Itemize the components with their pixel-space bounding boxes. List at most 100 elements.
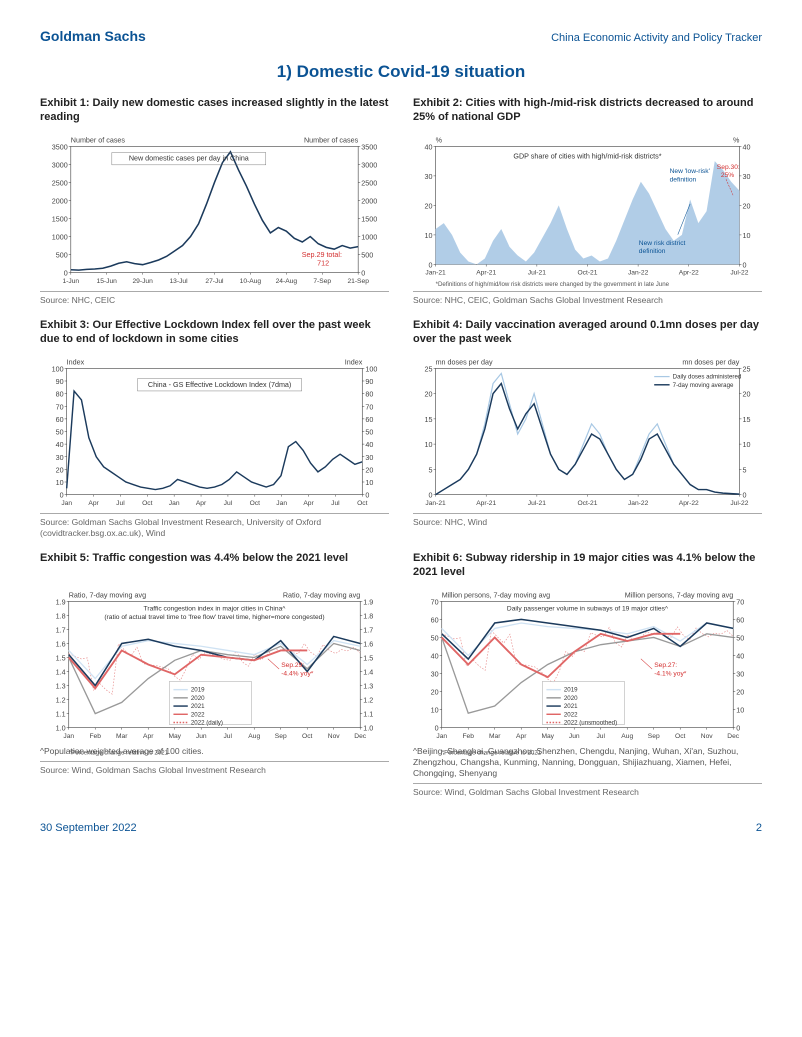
- svg-text:20: 20: [425, 202, 433, 210]
- exhibit-5-title: Exhibit 5: Traffic congestion was 4.4% b…: [40, 551, 389, 581]
- svg-text:Oct: Oct: [250, 500, 261, 507]
- svg-text:100: 100: [52, 365, 64, 373]
- svg-text:Oct-21: Oct-21: [577, 270, 597, 277]
- svg-text:1.7: 1.7: [56, 627, 66, 635]
- exhibit-6-source: Source: Wind, Goldman Sachs Global Inves…: [413, 783, 762, 798]
- svg-text:Apr-21: Apr-21: [476, 270, 496, 277]
- svg-text:1-Jun: 1-Jun: [62, 278, 79, 285]
- svg-text:Apr: Apr: [143, 733, 154, 740]
- svg-text:Jun: Jun: [196, 733, 207, 740]
- exhibit-5: Exhibit 5: Traffic congestion was 4.4% b…: [40, 551, 389, 798]
- svg-text:2022 (unsmoothed): 2022 (unsmoothed): [564, 720, 617, 727]
- svg-text:China - GS Effective Lockdown: China - GS Effective Lockdown Index (7dm…: [148, 381, 291, 389]
- svg-text:30: 30: [56, 454, 64, 462]
- svg-text:2000: 2000: [52, 198, 68, 206]
- svg-text:1.4: 1.4: [363, 669, 373, 677]
- exhibit-5-footnote-caret: ^Population weighted average of 100 citi…: [40, 746, 389, 757]
- svg-text:Number of cases: Number of cases: [304, 136, 359, 144]
- svg-text:40: 40: [425, 143, 433, 151]
- svg-text:3000: 3000: [361, 161, 377, 169]
- exhibit-2: Exhibit 2: Cities with high-/mid-risk di…: [413, 96, 762, 306]
- svg-text:1.5: 1.5: [56, 655, 66, 663]
- svg-text:Jul: Jul: [223, 733, 232, 740]
- svg-text:Jul: Jul: [596, 733, 605, 740]
- svg-text:Apr: Apr: [88, 500, 99, 507]
- svg-text:2019: 2019: [564, 687, 578, 694]
- svg-text:27-Jul: 27-Jul: [205, 278, 224, 285]
- exhibit-6-footnote-caret: ^Beijing, Shanghai, Guangzhou, Shenzhen,…: [413, 746, 762, 779]
- svg-text:%: %: [436, 136, 443, 144]
- svg-text:2021: 2021: [191, 703, 205, 710]
- svg-text:-4.1% yoy*: -4.1% yoy*: [654, 670, 687, 677]
- svg-text:0: 0: [736, 725, 740, 733]
- svg-text:3500: 3500: [52, 143, 68, 151]
- svg-text:Mar: Mar: [489, 733, 501, 740]
- svg-text:90: 90: [365, 378, 373, 386]
- svg-text:15: 15: [425, 416, 433, 424]
- svg-text:Jul: Jul: [331, 500, 340, 507]
- svg-text:Jan-21: Jan-21: [425, 500, 446, 507]
- svg-text:Index: Index: [345, 358, 363, 366]
- exhibit-4-chart: 00551010151520202525Jan-21Apr-21Jul-21Oc…: [413, 354, 762, 509]
- svg-text:Mar: Mar: [116, 733, 128, 740]
- svg-text:25%: 25%: [721, 172, 734, 179]
- exhibit-1-title: Exhibit 1: Daily new domestic cases incr…: [40, 96, 389, 126]
- svg-text:0: 0: [64, 270, 68, 278]
- svg-text:0: 0: [435, 725, 439, 733]
- svg-text:5: 5: [742, 466, 746, 474]
- svg-text:Sep: Sep: [275, 733, 287, 740]
- svg-text:0: 0: [742, 261, 746, 269]
- svg-text:Million persons, 7-day moving: Million persons, 7-day moving avg: [442, 591, 550, 599]
- svg-text:10: 10: [425, 441, 433, 449]
- svg-text:Daily doses administered: Daily doses administered: [673, 374, 742, 381]
- svg-text:Dec: Dec: [354, 733, 367, 740]
- svg-text:1.1: 1.1: [363, 711, 373, 719]
- svg-text:(ratio of actual travel time t: (ratio of actual travel time to 'free fl…: [104, 614, 324, 621]
- svg-text:1.8: 1.8: [363, 613, 373, 621]
- svg-text:2500: 2500: [361, 180, 377, 188]
- svg-text:500: 500: [361, 252, 373, 260]
- svg-text:%: %: [733, 136, 740, 144]
- svg-text:Jan: Jan: [61, 500, 72, 507]
- svg-text:7-Sep: 7-Sep: [313, 278, 331, 285]
- svg-text:2000: 2000: [361, 198, 377, 206]
- exhibit-6: Exhibit 6: Subway ridership in 19 major …: [413, 551, 762, 798]
- svg-text:May: May: [168, 733, 181, 740]
- exhibit-5-chart: 1.01.01.11.11.21.21.31.31.41.41.51.51.61…: [40, 587, 389, 742]
- svg-text:New domestic cases per day in: New domestic cases per day in China: [129, 155, 249, 163]
- svg-text:10-Aug: 10-Aug: [240, 278, 262, 285]
- svg-text:1.0: 1.0: [56, 725, 66, 733]
- svg-text:Oct-21: Oct-21: [577, 500, 597, 507]
- svg-text:Jul: Jul: [116, 500, 125, 507]
- svg-text:1.1: 1.1: [56, 711, 66, 719]
- svg-text:Apr-21: Apr-21: [476, 500, 496, 507]
- exhibit-4: Exhibit 4: Daily vaccination averaged ar…: [413, 318, 762, 539]
- svg-text:25: 25: [742, 365, 750, 373]
- svg-text:30: 30: [425, 173, 433, 181]
- svg-text:7-day moving average: 7-day moving average: [673, 382, 734, 389]
- svg-text:10: 10: [56, 479, 64, 487]
- svg-text:1000: 1000: [361, 234, 377, 242]
- svg-text:20: 20: [736, 689, 744, 697]
- svg-text:10: 10: [742, 232, 750, 240]
- svg-text:Oct: Oct: [142, 500, 153, 507]
- svg-text:1.2: 1.2: [56, 697, 66, 705]
- svg-text:25: 25: [425, 365, 433, 373]
- page-header: Goldman Sachs China Economic Activity an…: [40, 28, 762, 44]
- svg-text:1.9: 1.9: [363, 599, 373, 607]
- svg-text:Feb: Feb: [462, 733, 474, 740]
- svg-text:2019: 2019: [191, 687, 205, 694]
- svg-text:1.0: 1.0: [363, 725, 373, 733]
- svg-text:1.2: 1.2: [363, 697, 373, 705]
- svg-text:30: 30: [431, 671, 439, 679]
- exhibit-2-chart: 001010202030304040Jan-21Apr-21Jul-21Oct-…: [413, 132, 762, 287]
- svg-text:Oct: Oct: [675, 733, 686, 740]
- svg-text:1.9: 1.9: [56, 599, 66, 607]
- exhibit-3-source: Source: Goldman Sachs Global Investment …: [40, 513, 389, 539]
- svg-text:20: 20: [425, 391, 433, 399]
- svg-text:Apr: Apr: [303, 500, 314, 507]
- svg-text:0: 0: [429, 261, 433, 269]
- svg-text:40: 40: [365, 441, 373, 449]
- svg-text:Aug: Aug: [248, 733, 260, 740]
- svg-text:24-Aug: 24-Aug: [276, 278, 298, 285]
